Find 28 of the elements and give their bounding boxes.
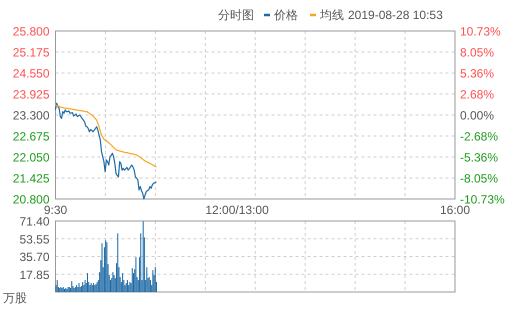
line-series <box>54 102 157 200</box>
y2-tick-label: 8.05% <box>460 45 494 60</box>
y-tick-label: 23.925 <box>12 88 50 102</box>
y-tick-label: 23.300 <box>12 108 50 122</box>
y-axis-title: 万股 <box>3 291 27 305</box>
y2-tick-label: 0.00% <box>460 108 494 122</box>
y2-tick-label: -8.05% <box>460 172 498 186</box>
legend-label: 价格 <box>273 8 298 22</box>
y-tick-label: 24.550 <box>12 66 50 80</box>
legend-label: 均线 <box>319 8 344 22</box>
y-tick-label: 53.55 <box>19 232 50 246</box>
y-tick-label: 22.050 <box>12 150 50 164</box>
y2-tick-label: 5.36% <box>460 66 494 81</box>
y-tick-label: 22.675 <box>12 130 50 144</box>
y2-tick-label: -5.36% <box>460 150 498 164</box>
text: 2019-08-28 10:53 <box>348 8 444 22</box>
y-tick-label: 25.800 <box>12 24 50 38</box>
y2-tick-label: 10.73% <box>460 24 502 38</box>
y-tick-label: 17.85 <box>19 268 50 282</box>
line-series <box>54 104 157 168</box>
y-tick-label: 25.175 <box>12 46 50 60</box>
chart-subtitle: 分时图 <box>218 8 254 22</box>
x-tick-label: 12:00/13:00 <box>205 203 270 217</box>
y2-tick-label: 2.68% <box>460 88 494 102</box>
y-tick-label: 35.70 <box>19 250 50 264</box>
y-tick-label: 71.40 <box>19 214 50 228</box>
y-tick-label: 21.425 <box>12 172 50 186</box>
y2-tick-label: -2.68% <box>460 129 498 144</box>
